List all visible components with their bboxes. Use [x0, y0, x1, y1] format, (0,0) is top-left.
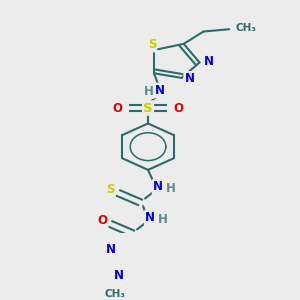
Text: O: O: [174, 101, 184, 115]
Text: N: N: [155, 84, 165, 97]
Text: CH₃: CH₃: [105, 289, 126, 299]
Text: H: H: [144, 85, 154, 98]
Text: N: N: [203, 55, 214, 68]
Text: N: N: [184, 72, 195, 85]
Text: H: H: [166, 182, 176, 195]
Text: N: N: [153, 180, 163, 194]
Text: S: S: [143, 101, 153, 115]
Text: O: O: [112, 101, 122, 115]
Text: CH₃: CH₃: [235, 23, 256, 33]
Text: S: S: [148, 38, 156, 51]
Text: H: H: [158, 213, 168, 226]
Text: S: S: [106, 184, 115, 196]
Text: N: N: [145, 211, 155, 224]
Text: N: N: [114, 269, 124, 282]
Text: O: O: [98, 214, 107, 227]
Text: N: N: [106, 243, 116, 256]
